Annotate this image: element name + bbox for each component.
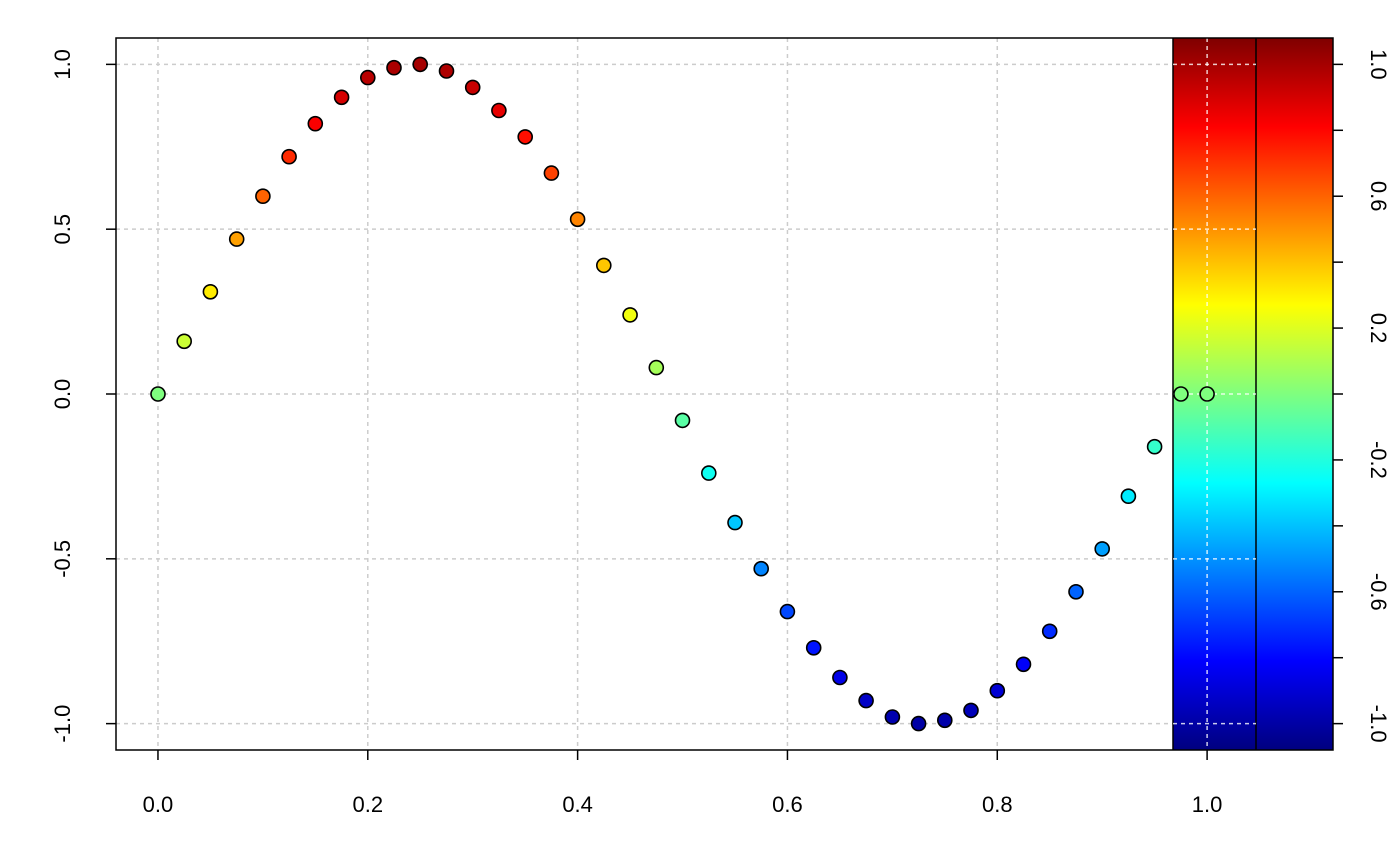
colorbar [1172, 38, 1333, 750]
data-point [543, 165, 560, 181]
data-point [648, 359, 665, 376]
data-point [228, 231, 245, 247]
data-point [700, 465, 717, 481]
y-tick-label: 1.0 [50, 49, 75, 80]
data-point [595, 257, 612, 274]
data-point [359, 69, 376, 86]
data-point [517, 129, 534, 145]
x-tick-label: 0.0 [143, 792, 174, 817]
data-point [1068, 583, 1084, 600]
data-point [805, 639, 822, 656]
y-tick-label: 0.0 [50, 379, 75, 410]
data-point [202, 283, 219, 300]
data-point [936, 712, 953, 729]
data-point [1173, 386, 1189, 402]
y-tick-label: -1.0 [50, 705, 75, 743]
data-point [176, 333, 192, 350]
colorbar-tick-label: 0.6 [1366, 181, 1391, 212]
data-point [910, 715, 927, 732]
colorbar-tick-label: 0.2 [1366, 313, 1391, 344]
data-point [832, 669, 848, 686]
x-tick-label: 0.2 [352, 792, 383, 817]
data-point [622, 307, 638, 323]
data-point [884, 709, 901, 725]
data-point [779, 603, 796, 620]
x-tick-label: 0.4 [562, 792, 593, 817]
data-point [438, 63, 455, 79]
data-point [1041, 623, 1058, 640]
data-point [1199, 386, 1215, 402]
data-point [150, 386, 166, 402]
data-point [1094, 541, 1110, 557]
data-point [255, 188, 271, 204]
data-point [1015, 656, 1032, 673]
x-tick-label: 0.8 [982, 792, 1013, 817]
data-point [753, 560, 770, 577]
colorbar-tick-label: -1.0 [1366, 705, 1391, 743]
grid [116, 38, 1333, 750]
data-point [1120, 488, 1137, 505]
data-point [412, 56, 429, 73]
data-point [674, 412, 691, 429]
data-point [386, 59, 402, 76]
data-point [858, 692, 874, 709]
x-tick-label: 0.6 [772, 792, 803, 817]
data-point [569, 211, 586, 228]
data-point [1146, 438, 1163, 455]
colorbar-tick-label: -0.6 [1366, 573, 1391, 611]
colorbar-tick-label: -0.2 [1366, 441, 1391, 479]
data-point [727, 514, 743, 531]
y-tick-label: 0.5 [50, 214, 75, 245]
y-tick-label: -0.5 [50, 540, 75, 578]
x-tick-label: 1.0 [1192, 792, 1223, 817]
data-point [333, 89, 350, 106]
data-point [491, 102, 507, 119]
data-point [281, 148, 297, 165]
data-points [150, 56, 1215, 732]
data-point [464, 79, 481, 96]
data-point [307, 115, 324, 132]
data-point [989, 682, 1006, 699]
colorbar-tick-label: 1.0 [1366, 49, 1391, 80]
data-point [963, 702, 979, 719]
axes: 0.0 0.2 0.4 0.6 0.8 1.0 -1.0 -0.5 0.0 0.5 1.0 -1.0 -… [50, 37, 1391, 817]
